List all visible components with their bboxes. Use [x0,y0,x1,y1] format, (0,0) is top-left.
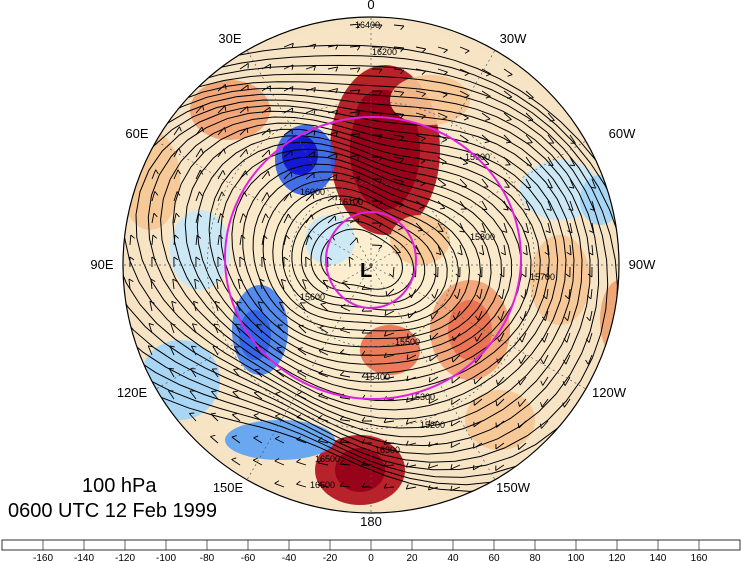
longitude-label: 0 [367,0,374,12]
longitude-label: 30E [218,31,241,46]
map-border [122,16,620,514]
contour-label: 16100 [338,197,363,207]
contour-label: 15700 [530,272,555,282]
contour-label: 16200 [372,47,397,57]
longitude-label: 180 [360,514,382,529]
colorbar-tick-label: -120 [115,553,135,561]
longitude-label: 120W [592,385,627,400]
longitude-label: 90E [90,257,113,272]
contour-label: 16600 [310,480,335,490]
longitude-label: 90W [629,257,656,272]
colorbar-tick-label: 120 [609,553,626,561]
map-disk: 1640016200161001600015900158001570015600… [123,17,619,513]
colorbar-tick-label: 40 [447,553,459,561]
colorbar: -160 -140 -120 -100 -80 -60 -40 -20 0 20 40 60 80 100… [1,539,741,561]
contour-label: 16000 [300,187,325,197]
colorbar-tick-label: 100 [568,553,585,561]
colorbar-tick-label: 0 [368,553,374,561]
colorbar-tick-label: -80 [200,553,215,561]
wind-barbs [128,23,597,492]
colorbar-tick-label: 20 [406,553,418,561]
colorbar-tick-label: -100 [156,553,176,561]
colorbar-tick-label: -60 [241,553,256,561]
contour-label: 15800 [470,232,495,242]
longitude-label: 120E [117,385,148,400]
contour-label: 15200 [420,420,445,430]
colorbar-tick-label: 60 [488,553,500,561]
colorbar-tick-label: 80 [529,553,541,561]
contour-label: 16400 [355,20,380,30]
colorbar-tick-label: -160 [33,553,53,561]
colorbar-tick-label: 160 [691,553,708,561]
colorbar-tick-label: -40 [282,553,297,561]
colorbar-tick-label: -20 [323,553,338,561]
contour-label: 16300 [375,445,400,455]
contour-label: 15500 [395,337,420,347]
inner-circle [325,211,417,309]
colorbar-tick-label: 140 [650,553,667,561]
pressure-level-label: 100 hPa [82,475,157,497]
graticule [123,17,619,513]
longitude-label: 60W [609,126,636,141]
contour-label: 15300 [410,392,435,402]
contour-label: 15600 [300,292,325,302]
longitude-label: 30W [500,31,527,46]
colorbar-tick-label: -140 [74,553,94,561]
valid-time-label: 0600 UTC 12 Feb 1999 [8,500,218,522]
longitude-label: 150W [496,480,531,495]
low-pressure-marker: L [360,260,372,282]
longitude-label: 150E [213,480,244,495]
vortex-edge-circle [224,116,522,400]
longitude-label: 60E [125,126,148,141]
contour-label: 15400 [365,372,390,382]
contour-label: 16500 [315,454,340,464]
longitude-labels: 0 30W 60W 90W 120W 150W 180 150E 120E 90E 60E 30E [90,0,656,529]
